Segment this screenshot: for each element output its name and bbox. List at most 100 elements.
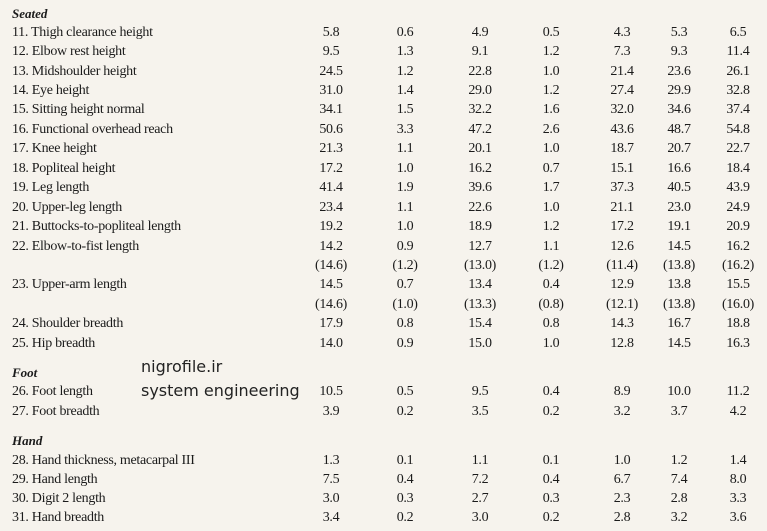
- table-cell: 3.9: [322, 404, 340, 419]
- table-cell: 16.7: [667, 316, 691, 331]
- table-row: 23. Upper-arm length 14.5 0.7 13.4 0.4 12.9 13…: [0, 275, 767, 295]
- section-header: Hand: [0, 431, 767, 451]
- table-cell: 1.2: [542, 83, 560, 98]
- table-cell: 0.3: [542, 491, 560, 506]
- table-cell: 4.9: [471, 25, 489, 40]
- table-cell: (13.3): [463, 297, 497, 312]
- row-label: 21. Buttocks-to-popliteal length: [12, 219, 181, 234]
- table-cell: 0.9: [396, 336, 414, 351]
- row-label: 17. Knee height: [12, 141, 97, 156]
- table-cell: (13.8): [662, 297, 696, 312]
- table-cell: 32.8: [726, 83, 750, 98]
- table-cell: 16.3: [726, 336, 750, 351]
- table-cell: 34.6: [667, 102, 691, 117]
- table-cell: 18.8: [726, 316, 750, 331]
- table-cell: 22.7: [726, 141, 750, 156]
- row-label: 26. Foot length: [12, 384, 93, 399]
- table-cell: 0.2: [542, 404, 560, 419]
- table-cell: 34.1: [319, 102, 343, 117]
- table-cell: 14.3: [610, 316, 634, 331]
- table-row: 20. Upper-leg length 23.4 1.1 22.6 1.0 21.1 23…: [0, 198, 767, 218]
- table-cell: 1.1: [396, 200, 414, 215]
- table-cell: 1.3: [322, 453, 340, 468]
- table-cell: 1.0: [542, 336, 560, 351]
- table-cell: 18.4: [726, 161, 750, 176]
- section-title: Foot: [12, 365, 38, 380]
- table-cell: 0.4: [542, 277, 560, 292]
- table-cell: 11.2: [726, 384, 750, 399]
- table-cell: 16.6: [667, 161, 691, 176]
- table-cell: 18.9: [468, 219, 492, 234]
- table-cell: 20.7: [667, 141, 691, 156]
- table-cell: 0.8: [396, 316, 414, 331]
- table-cell: 0.7: [542, 161, 560, 176]
- table-cell: 0.3: [396, 491, 414, 506]
- table-cell: 14.0: [319, 336, 343, 351]
- table-cell: 17.9: [319, 316, 343, 331]
- table-cell: 0.1: [542, 453, 560, 468]
- table-cell: 1.2: [670, 453, 688, 468]
- watermark-line-1: nigrofile.ir: [141, 357, 223, 376]
- table-cell: 9.3: [670, 44, 688, 59]
- table-cell: 1.2: [542, 219, 560, 234]
- table-cell: 1.9: [396, 180, 414, 195]
- table-cell: 0.5: [396, 384, 414, 399]
- row-label: 18. Popliteal height: [12, 161, 116, 176]
- table-cell: 8.9: [613, 384, 631, 399]
- row-label: 19. Leg length: [12, 180, 90, 195]
- table-cell: 13.8: [667, 277, 691, 292]
- table-cell: 0.2: [542, 510, 560, 525]
- table-cell: 10.0: [667, 384, 691, 399]
- table-cell: 2.7: [471, 491, 489, 506]
- table-row: 11. Thigh clearance height 5.8 0.6 4.9 0.5 4.…: [0, 23, 767, 43]
- section-title: Hand: [12, 433, 43, 448]
- row-label: 24. Shoulder breadth: [12, 316, 124, 331]
- table-cell: 3.3: [729, 491, 747, 506]
- table-cell: 1.3: [396, 44, 414, 59]
- table-row: 26. Foot length 10.5 0.5 9.5 0.4 8.9 10.0 11.2: [0, 382, 767, 402]
- row-label: 31. Hand breadth: [12, 510, 105, 525]
- table-cell: 23.6: [667, 64, 691, 79]
- table-row: 17. Knee height 21.3 1.1 20.1 1.0 18.7 20.7 22.…: [0, 139, 767, 159]
- table-cell: 2.8: [613, 510, 631, 525]
- table-cell: 1.1: [471, 453, 489, 468]
- table-cell: 9.1: [471, 44, 489, 59]
- row-label: 16. Functional overhead reach: [12, 122, 173, 137]
- row-label: 11. Thigh clearance height: [12, 25, 153, 40]
- table-cell: 4.2: [729, 404, 747, 419]
- table-cell: 12.6: [610, 239, 634, 254]
- table-cell: 17.2: [319, 161, 343, 176]
- table-row: 14. Eye height 31.0 1.4 29.0 1.2 27.4 29.9 32.8: [0, 81, 767, 101]
- table-cell: (12.1): [605, 297, 639, 312]
- table-cell: (16.2): [721, 258, 755, 273]
- table-cell: 12.9: [610, 277, 634, 292]
- table-cell: 1.0: [542, 141, 560, 156]
- table-cell: 0.7: [396, 277, 414, 292]
- table-cell: 41.4: [319, 180, 343, 195]
- table-cell: 15.5: [726, 277, 750, 292]
- table-cell: 54.8: [726, 122, 750, 137]
- table-cell: 1.0: [396, 161, 414, 176]
- table-cell: 23.0: [667, 200, 691, 215]
- table-row: 12. Elbow rest height 9.5 1.3 9.1 1.2 7.3 9.3 1…: [0, 42, 767, 62]
- table-cell: 24.5: [319, 64, 343, 79]
- table-cell: 14.5: [667, 239, 691, 254]
- table-cell: 3.3: [396, 122, 414, 137]
- table-cell: 15.0: [468, 336, 492, 351]
- table-cell: 1.2: [396, 64, 414, 79]
- row-label: 14. Eye height: [12, 83, 90, 98]
- table-cell: 5.8: [322, 25, 340, 40]
- table-cell: 23.4: [319, 200, 343, 215]
- table-cell: 43.9: [726, 180, 750, 195]
- table-row: 15. Sitting height normal 34.1 1.5 32.2 1.6 3…: [0, 100, 767, 120]
- table-cell: 32.0: [610, 102, 634, 117]
- table-cell: (14.6): [314, 258, 348, 273]
- table-cell: 1.1: [396, 141, 414, 156]
- section-title: Seated: [12, 6, 48, 21]
- table-cell: 12.7: [468, 239, 492, 254]
- table-row: 28. Hand thickness, metacarpal III 1.3 0.1…: [0, 451, 767, 471]
- row-label: 12. Elbow rest height: [12, 44, 126, 59]
- table-cell: 50.6: [319, 122, 343, 137]
- row-label: 29. Hand length: [12, 472, 98, 487]
- table-row: 27. Foot breadth 3.9 0.2 3.5 0.2 3.2 3.7 4.2: [0, 402, 767, 422]
